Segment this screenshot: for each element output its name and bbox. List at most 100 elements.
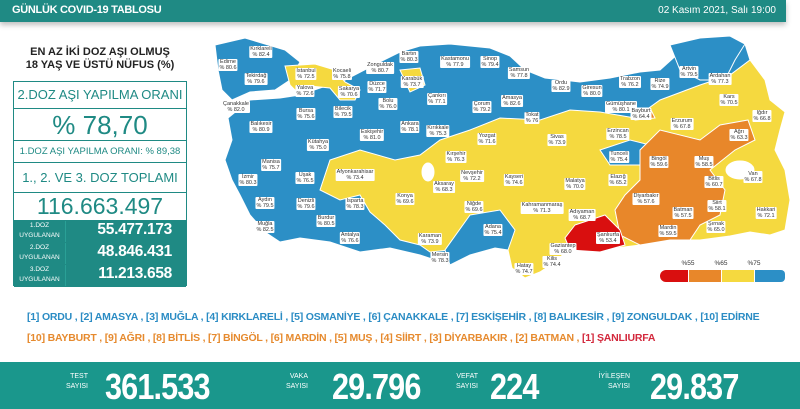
- province-value: % 76.6: [341, 238, 359, 244]
- province-label: Sinop% 79.4: [480, 56, 500, 68]
- province-label: Düzce% 71.7: [367, 81, 387, 93]
- province-label: Muğla% 82.5: [255, 221, 275, 233]
- label-line: VEFAT: [456, 373, 478, 380]
- province-value: % 80.9: [252, 127, 270, 133]
- dose-row: 1.DOZ UYGULANAN 55.477.173: [14, 220, 186, 242]
- province-name: Amasya: [502, 95, 522, 101]
- province-name: Karabük: [401, 76, 423, 82]
- province-value: % 81.0: [363, 135, 381, 141]
- province-label: Van% 67.8: [743, 171, 763, 183]
- province-name: Denizli: [297, 198, 315, 204]
- province-name: Bingöl: [651, 156, 667, 162]
- province-value: % 72.6: [296, 91, 314, 97]
- top-province-item: [2] AMASYA: [80, 311, 138, 323]
- top-province-item: [10] EDİRNE: [700, 311, 760, 323]
- top-province-item: [9] ZONGULDAK: [611, 311, 693, 323]
- province-value: % 79.6: [297, 204, 315, 210]
- province-name: Çorum: [473, 101, 491, 107]
- province-value: % 76.0: [379, 104, 397, 110]
- province-label: Kayseri% 74.6: [503, 174, 525, 186]
- header-bar: GÜNLÜK COVID-19 TABLOSU 02 Kasım 2021, S…: [0, 0, 786, 22]
- province-name: Adana: [485, 224, 501, 230]
- province-value: % 66.8: [753, 116, 771, 122]
- province-value: % 65.2: [609, 180, 627, 186]
- province-label: Kırklareli% 82.4: [249, 46, 273, 58]
- province-value: % 76.3: [447, 157, 465, 163]
- province-label: Antalya% 76.6: [339, 232, 361, 244]
- province-name: Ardahan: [709, 73, 731, 79]
- province-label: Ankara% 78.1: [400, 121, 420, 133]
- bottom-province-item: [2] BATMAN: [515, 332, 574, 344]
- province-value: % 75.3: [429, 131, 447, 137]
- province-value: % 68.0: [554, 249, 572, 255]
- province-label: Çanakkale% 82.0: [222, 101, 250, 113]
- dose-breakdown: 1.DOZ UYGULANAN 55.477.173 2.DOZ UYGULANAN 4…: [14, 220, 186, 287]
- province-name: Konya: [397, 193, 413, 199]
- top-province-item: [5] OSMANİYE: [290, 311, 361, 323]
- province-name: Mardin: [659, 225, 677, 231]
- province-value: % 77.8: [510, 73, 528, 79]
- case-label: VAKA SAYISI: [270, 372, 308, 392]
- province-label: Balıkesir% 80.9: [249, 121, 273, 133]
- province-value: % 77.1: [428, 99, 446, 105]
- province-value: % 74.9: [651, 84, 669, 90]
- province-name: Tunceli: [610, 151, 628, 157]
- province-label: Samsun% 77.8: [507, 67, 531, 79]
- date-label: 02 Kasım 2021, Salı 19:00: [658, 5, 776, 16]
- province-name: İstanbul: [296, 68, 316, 74]
- province-label: Niğde% 69.6: [464, 201, 484, 213]
- dose-label: UYGULANAN: [19, 276, 60, 283]
- province-name: Diyarbakır: [633, 193, 659, 199]
- legend-swatch-65-75: [722, 270, 754, 282]
- province-name: Çankırı: [428, 93, 446, 99]
- province-name: Batman: [673, 207, 693, 213]
- province-label: Isparta% 78.3: [345, 198, 365, 210]
- province-label: Bursa% 75.6: [296, 108, 316, 120]
- province-label: Burdur% 80.5: [316, 215, 336, 227]
- province-label: Afyonkarahisar% 73.4: [335, 169, 375, 181]
- province-label: Uşak% 76.5: [295, 172, 315, 184]
- province-name: Iğdır: [756, 110, 768, 116]
- province-label: Aksaray% 68.3: [433, 181, 455, 193]
- total-value: 116.663.497: [36, 193, 164, 219]
- province-value: % 69.6: [465, 207, 483, 213]
- province-value: % 80.5: [317, 221, 335, 227]
- province-label: Trabzon% 76.2: [619, 76, 641, 88]
- province-name: Sakarya: [338, 86, 360, 92]
- province-name: Erzincan: [607, 128, 629, 134]
- bottom-province-item: [9] AĞRI: [104, 332, 145, 344]
- bottom-province-item: [10] BAYBURT: [27, 332, 97, 344]
- province-name: Antalya: [340, 232, 360, 238]
- province-value: % 71.7: [368, 87, 386, 93]
- recovered-label: İYİLEŞEN SAYISI: [580, 372, 630, 392]
- province-name: Bilecik: [335, 106, 351, 112]
- turkey-vaccination-map: [214, 35, 791, 279]
- province-value: % 79.4: [481, 62, 499, 68]
- province-name: Niğde: [466, 201, 482, 207]
- death-count: 224: [490, 366, 539, 407]
- province-value: % 79.5: [256, 203, 274, 209]
- province-name: Yozgat: [478, 133, 496, 139]
- bottom-10-provinces-list: [10] BAYBURT , [9] AĞRI , [8] BİTLİS , […: [27, 332, 656, 344]
- province-label: Tokat% 76: [524, 112, 540, 124]
- province-name: Şanlıurfa: [596, 232, 620, 238]
- province-label: Muş% 58.5: [694, 156, 714, 168]
- province-value: % 67.8: [673, 124, 691, 130]
- province-name: Malatya: [565, 178, 585, 184]
- province-label: Şanlıurfa% 53.4: [595, 232, 621, 244]
- province-value: % 63.3: [730, 135, 748, 141]
- vaccination-panel-title: EN AZ İKİ DOZ AŞI OLMUŞ 18 YAŞ VE ÜSTÜ N…: [13, 46, 187, 72]
- province-name: Kastamonu: [441, 56, 469, 62]
- province-label: Tunceli% 75.4: [609, 151, 629, 163]
- label-line: VAKA: [289, 373, 308, 380]
- top-province-item: [1] ORDU: [27, 311, 73, 323]
- daily-stats-bar: TEST SAYISI 361.533 VAKA SAYISI 29.796 VEF…: [0, 362, 800, 409]
- province-value: % 75.7: [262, 165, 280, 171]
- province-name: Kars: [723, 94, 735, 100]
- title-line: 18 YAŞ VE ÜSTÜ NÜFUS (%): [25, 59, 175, 71]
- province-label: Artvin% 79.5: [679, 66, 699, 78]
- province-label: Elazığ% 65.2: [608, 174, 628, 186]
- province-name: Artvin: [681, 66, 697, 72]
- title-line: EN AZ İKİ DOZ AŞI OLMUŞ: [30, 46, 170, 58]
- province-value: % 68.3: [435, 187, 453, 193]
